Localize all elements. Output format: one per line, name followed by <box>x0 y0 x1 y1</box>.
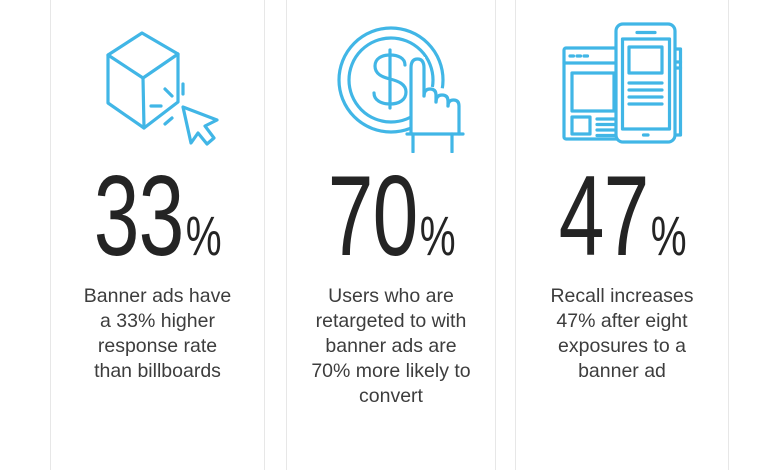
devices-ad-icon <box>562 22 683 144</box>
stat-card-banner-response: 33% Banner ads have a 33% higher respons… <box>50 0 265 470</box>
stat-value: 70% <box>287 160 495 293</box>
stat-number-text: 33 <box>93 153 185 280</box>
cube-click-icon <box>105 31 219 146</box>
icon-wrap <box>516 16 728 151</box>
percent-sign: % <box>185 204 222 267</box>
stat-description: Banner ads have a 33% higher response ra… <box>83 285 232 382</box>
icon-wrap <box>51 22 264 152</box>
stat-description: Users who are retargeted to with banner … <box>311 285 471 407</box>
icon-wrap <box>287 18 495 153</box>
stat-number-text: 70 <box>327 153 418 280</box>
stat-description: Recall increases 47% after eight exposur… <box>550 285 694 382</box>
stat-value: 47% <box>516 160 728 293</box>
percent-sign: % <box>650 204 686 267</box>
stat-value: 33% <box>51 160 264 293</box>
stat-number-text: 47 <box>558 153 649 280</box>
stat-card-retargeting-convert: 70% Users who are retargeted to with ban… <box>286 0 496 470</box>
stat-card-recall: 47% Recall increases 47% after eight exp… <box>515 0 729 470</box>
percent-sign: % <box>419 204 455 267</box>
coin-tap-icon <box>337 26 465 153</box>
